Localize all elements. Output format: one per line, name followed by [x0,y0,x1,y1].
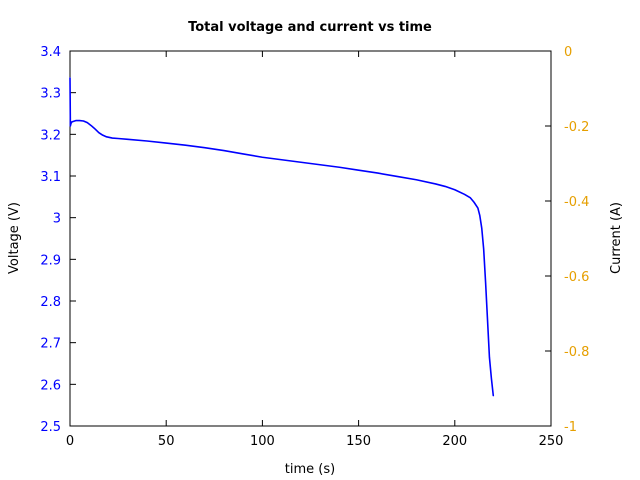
y-left-tick-label: 2.6 [40,378,61,393]
y-right-tick-label: -0.2 [564,120,589,135]
y-right-tick-label: -0.6 [564,270,589,285]
y-left-ticks-group: 2.5 2.6 2.7 2.8 2.9 3 3.1 3.2 3.3 3.4 [40,45,76,435]
series-group [69,77,495,397]
y-right-tick-label: 0 [564,45,572,60]
voltage-series-line [69,77,495,397]
chart-title: Total voltage and current vs time [188,20,432,35]
plot-frame [69,50,552,427]
y-right-axis-label: Current (A) [609,202,624,274]
x-tick-label: 250 [539,434,564,449]
y-right-ticks-group: 0 -0.2 -0.4 -0.6 -0.8 -1 [545,45,589,435]
y-left-tick-label: 3 [53,212,61,227]
x-tick-label: 50 [158,434,175,449]
y-left-tick-label: 3.4 [40,45,61,60]
x-tick-label: 200 [442,434,467,449]
x-axis-label: time (s) [285,462,335,477]
y-left-tick-label: 2.9 [40,253,61,268]
y-left-tick-label: 3.1 [40,170,61,185]
y-right-tick-label: -0.4 [564,195,589,210]
y-right-tick-label: -0.8 [564,345,589,360]
y-right-tick-label: -1 [564,420,577,435]
x-tick-label: 150 [346,434,371,449]
y-left-axis-label: Voltage (V) [7,202,22,274]
y-left-tick-label: 3.3 [40,87,61,102]
x-tick-label: 0 [66,434,74,449]
y-left-tick-label: 2.8 [40,295,61,310]
x-ticks-group: 0 50 100 150 200 250 [66,51,564,449]
y-left-tick-label: 2.5 [40,420,61,435]
y-left-tick-label: 2.7 [40,337,61,352]
y-left-tick-label: 3.2 [40,128,61,143]
x-tick-label: 100 [250,434,275,449]
